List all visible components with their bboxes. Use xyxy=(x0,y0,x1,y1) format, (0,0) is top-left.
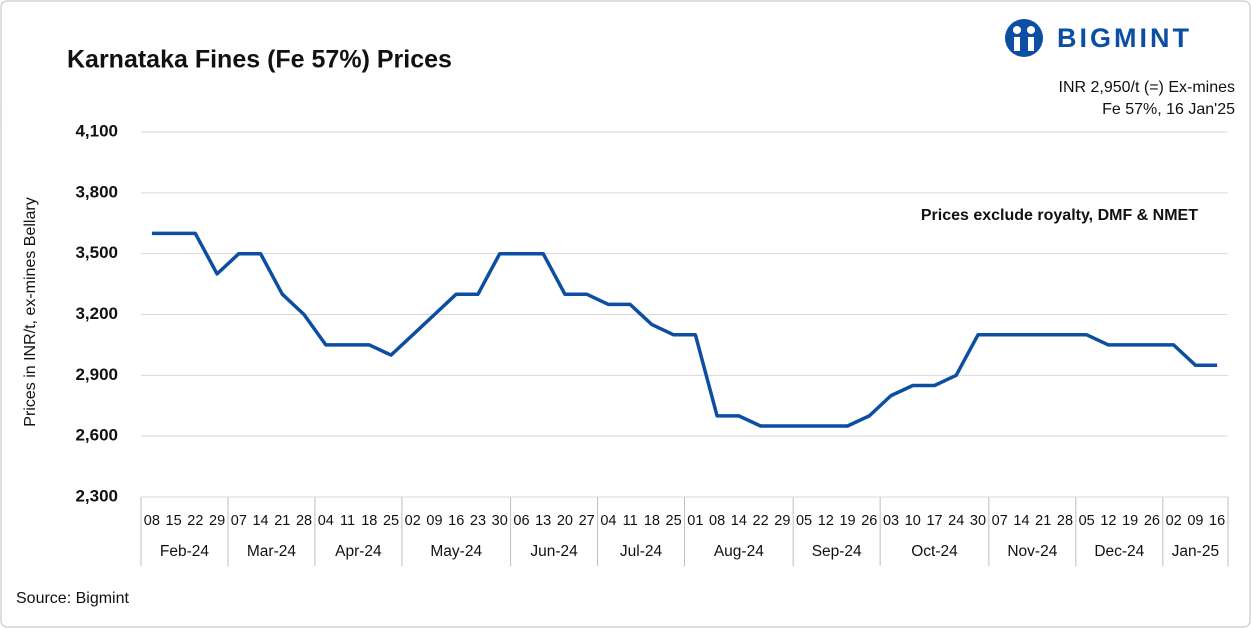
x-tick-label: 05 xyxy=(796,513,812,529)
source: Source: Bigmint xyxy=(16,590,129,607)
chart-title: Karnataka Fines (Fe 57%) Prices xyxy=(67,46,452,74)
y-axis-label: Prices in INR/t, ex-mines Bellary xyxy=(22,197,39,426)
x-tick-label: 01 xyxy=(687,513,703,529)
x-group-label: Feb-24 xyxy=(160,543,209,560)
x-group-label: Aug-24 xyxy=(714,543,764,560)
logo: BIGMINT xyxy=(1005,19,1192,57)
x-group-label: Oct-24 xyxy=(911,543,958,560)
x-tick-label: 19 xyxy=(1122,513,1138,529)
x-tick-label: 04 xyxy=(318,513,334,529)
x-group-label: Nov-24 xyxy=(1007,543,1057,560)
x-tick-label: 14 xyxy=(252,513,268,529)
x-tick-label: 07 xyxy=(231,513,247,529)
x-tick-label: 10 xyxy=(905,513,921,529)
line xyxy=(151,231,1218,428)
x-tick-label: 28 xyxy=(1057,513,1073,529)
x-tick-label: 22 xyxy=(753,513,769,529)
x-group-label: Apr-24 xyxy=(335,543,382,560)
y-tick-label: 3,200 xyxy=(75,304,118,323)
x-tick-label: 08 xyxy=(144,513,160,529)
x-group-label: Sep-24 xyxy=(812,543,862,560)
x-tick-label: 24 xyxy=(948,513,964,529)
x-tick-label: 30 xyxy=(492,513,508,529)
x-tick-label: 12 xyxy=(1100,513,1116,529)
y-tick-label: 3,500 xyxy=(75,243,118,262)
logo-text: BIGMINT xyxy=(1057,23,1192,53)
note: Prices exclude royalty, DMF & NMET xyxy=(921,207,1198,224)
y-tick-label: 3,800 xyxy=(75,182,118,201)
x-tick-label: 12 xyxy=(818,513,834,529)
x-tick-label: 05 xyxy=(1079,513,1095,529)
logo-icon xyxy=(1014,37,1020,51)
x-tick-label: 29 xyxy=(209,513,225,529)
y-tick-label: 4,100 xyxy=(75,121,118,140)
x-tick-label: 21 xyxy=(1035,513,1051,529)
x-tick-label: 27 xyxy=(579,513,595,529)
x-tick-label: 03 xyxy=(883,513,899,529)
x-tick-label: 30 xyxy=(970,513,986,529)
x-tick-label: 07 xyxy=(992,513,1008,529)
x-group-label: May-24 xyxy=(430,543,482,560)
x-group-label: Dec-24 xyxy=(1094,543,1144,560)
x-group-label: Mar-24 xyxy=(247,543,296,560)
x-tick-label: 25 xyxy=(383,513,399,529)
x-tick-label: 29 xyxy=(774,513,790,529)
x-tick-label: 18 xyxy=(644,513,660,529)
x-tick-label: 14 xyxy=(731,513,747,529)
x-tick-label: 19 xyxy=(839,513,855,529)
x-tick-label: 09 xyxy=(1187,513,1203,529)
x-group-label: Jun-24 xyxy=(530,543,578,560)
logo-icon xyxy=(1028,37,1034,51)
x-tick-label: 17 xyxy=(926,513,942,529)
logo-icon xyxy=(1027,26,1035,34)
y-tick-label: 2,300 xyxy=(75,486,118,505)
x-tick-label: 16 xyxy=(1209,513,1225,529)
x-tick-label: 26 xyxy=(1144,513,1160,529)
x-tick-label: 20 xyxy=(557,513,573,529)
x-group-label: Jul-24 xyxy=(620,543,663,560)
x-tick-label: 11 xyxy=(623,513,638,529)
x-tick-label: 02 xyxy=(1166,513,1182,529)
x-tick-label: 13 xyxy=(535,513,551,529)
x-tick-label: 02 xyxy=(405,513,421,529)
x-group-label: Jan-25 xyxy=(1172,543,1219,560)
x-tick-label: 04 xyxy=(600,513,616,529)
x-tick-label: 08 xyxy=(709,513,725,529)
x-tick-label: 06 xyxy=(513,513,529,529)
annotation: INR 2,950/t (=) Ex-mines xyxy=(1059,79,1236,96)
x-tick-label: 14 xyxy=(1013,513,1029,529)
x-tick-label: 26 xyxy=(861,513,877,529)
x-tick-label: 22 xyxy=(187,513,203,529)
logo-icon xyxy=(1013,26,1021,34)
y-tick-label: 2,900 xyxy=(75,365,118,384)
x-tick-label: 11 xyxy=(340,513,355,529)
x-tick-label: 23 xyxy=(470,513,486,529)
x-tick-label: 09 xyxy=(426,513,442,529)
x-tick-label: 28 xyxy=(296,513,312,529)
x-tick-label: 21 xyxy=(274,513,290,529)
x-tick-label: 25 xyxy=(666,513,682,529)
x-tick-label: 16 xyxy=(448,513,464,529)
y-tick-label: 2,600 xyxy=(75,426,118,445)
x-tick-label: 15 xyxy=(166,513,182,529)
x-tick-label: 18 xyxy=(361,513,377,529)
annotation: Fe 57%, 16 Jan'25 xyxy=(1102,101,1235,118)
logo-icon xyxy=(1005,19,1043,57)
